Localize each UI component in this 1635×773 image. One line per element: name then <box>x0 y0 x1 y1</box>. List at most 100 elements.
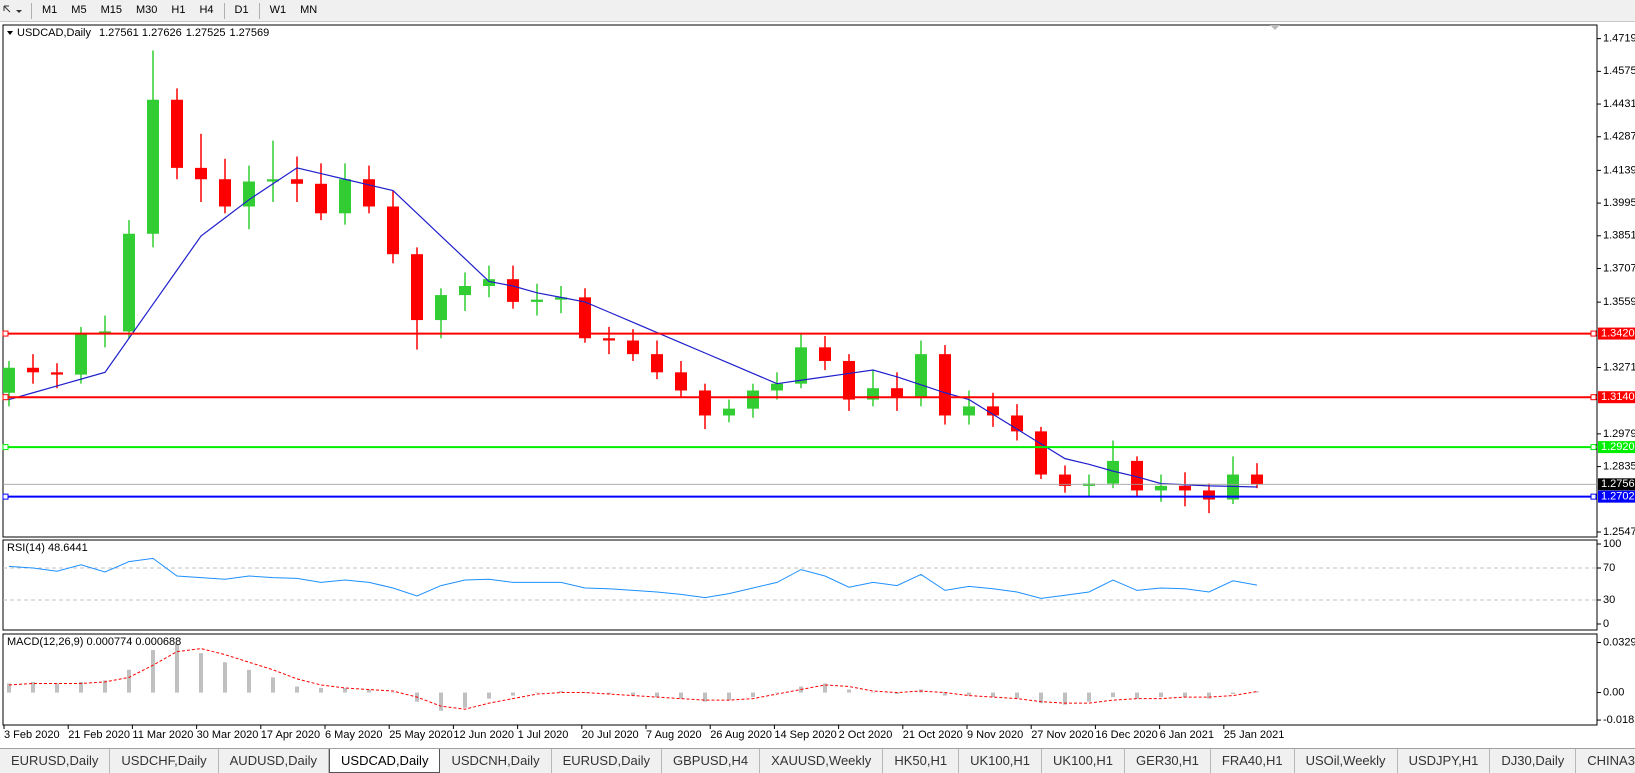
macd-bar <box>847 689 851 693</box>
macd-bar <box>823 683 827 693</box>
x-tick-label: 14 Sep 2020 <box>774 729 836 741</box>
level-label: 1.29208 <box>1601 441 1635 453</box>
macd-bar <box>871 692 875 694</box>
candle-body <box>51 372 63 375</box>
candle-body <box>483 279 495 286</box>
candle-body <box>963 406 975 416</box>
macd-bar <box>727 692 731 701</box>
level-label: 1.34206 <box>1601 327 1635 339</box>
indicator-title: RSI(14) 48.6441 <box>7 542 88 554</box>
level-handle <box>2 394 9 401</box>
macd-bar <box>1135 692 1139 699</box>
timeframe-button[interactable]: M1 <box>42 4 58 16</box>
candle-body <box>219 179 231 207</box>
toolbar: M1 M5 M15 M30 H1 H4 D1 W1 MN <box>0 0 1635 22</box>
chart-tab[interactable]: USDCAD,Daily <box>329 749 441 773</box>
candle-body <box>867 388 879 400</box>
level-handle <box>2 493 9 500</box>
macd-bar <box>439 692 443 711</box>
candle-body <box>603 338 615 341</box>
moving-average <box>8 167 1258 488</box>
y-tick-label: 1.42870 <box>1603 131 1635 143</box>
candle-body <box>75 333 87 375</box>
chart-tab[interactable]: HK50,H1 <box>883 749 960 773</box>
chart-tab[interactable]: FRA40,H1 <box>1211 749 1295 773</box>
macd-bar <box>1063 692 1067 705</box>
timeframe-button[interactable]: W1 <box>269 4 287 16</box>
macd-bar <box>127 669 131 693</box>
chart-tab[interactable]: USOil,Weekly <box>1295 749 1398 773</box>
chart-tab[interactable]: EURUSD,Daily <box>552 749 662 773</box>
macd-bar <box>703 692 707 702</box>
candle-body <box>339 179 351 214</box>
timeframe-button[interactable]: M5 <box>71 4 87 16</box>
candle-body <box>1107 460 1119 484</box>
y-tick-label: 0.00 <box>1603 686 1624 698</box>
level-label-box <box>1598 391 1635 404</box>
y-tick-label: -0.01815 <box>1603 714 1635 726</box>
macd-bar <box>991 692 995 698</box>
chart-tab[interactable]: GBPUSD,H4 <box>662 749 761 773</box>
macd-bar <box>1087 692 1091 702</box>
level-handle <box>1590 330 1597 337</box>
macd-bar <box>1183 692 1187 698</box>
chart-tab[interactable]: USDJPY,H1 <box>1398 749 1491 773</box>
y-tick-label: 1.39950 <box>1603 197 1635 209</box>
chart-tab[interactable]: USDCNH,Daily <box>440 749 552 773</box>
level-handle <box>2 330 9 337</box>
x-tick-label: 9 Nov 2020 <box>967 729 1023 741</box>
candle-body <box>1155 485 1167 491</box>
candle-body <box>411 254 423 321</box>
macd-bar <box>103 680 107 693</box>
macd-bar <box>151 650 155 693</box>
candle-body <box>1179 485 1191 491</box>
timeframe-button[interactable]: D1 <box>234 4 249 16</box>
y-tick-label: 1.25470 <box>1603 526 1635 538</box>
y-tick-label: 1.37070 <box>1603 262 1635 274</box>
macd-bar <box>247 669 251 693</box>
macd-bar <box>463 692 467 708</box>
chart-tab[interactable]: UK100,H1 <box>959 749 1043 773</box>
x-tick-label: 25 May 2020 <box>389 729 453 741</box>
current-price-box <box>1598 478 1635 491</box>
chart-tab[interactable]: UK100,H1 <box>1042 749 1126 773</box>
chart-tab[interactable]: AUDUSD,Daily <box>219 749 330 773</box>
macd-bar <box>271 677 275 693</box>
macd-bar <box>7 683 11 693</box>
x-tick-label: 11 Mar 2020 <box>132 729 193 741</box>
macd-bar <box>655 692 659 698</box>
timeframe-button[interactable]: H4 <box>199 4 214 16</box>
macd-bar <box>295 686 299 693</box>
candle-body <box>387 206 399 255</box>
candle-body <box>555 297 567 300</box>
cursor-icon[interactable] <box>0 2 28 20</box>
macd-bar <box>223 662 227 693</box>
macd-bar <box>535 692 539 694</box>
chart-tab[interactable]: XAUUSD,Weekly <box>760 749 884 773</box>
chart-tab[interactable]: CHINA300,H1 <box>1576 749 1635 773</box>
symbol-title: USDCAD,Daily <box>17 27 91 39</box>
tab-bar: EURUSD,Daily USDCHF,Daily AUDUSD,Daily USDC… <box>0 748 1635 773</box>
candle-body <box>699 390 711 416</box>
header-value: 1.27569 <box>229 27 269 39</box>
chart-tab[interactable]: GER30,H1 <box>1125 749 1211 773</box>
candle-body <box>3 367 15 393</box>
chart-tab[interactable]: USDCHF,Daily <box>110 749 219 773</box>
indicator-title: MACD(12,26,9) 0.000774 0.000688 <box>7 636 181 648</box>
x-tick-label: 21 Oct 2020 <box>903 729 963 741</box>
candle-body <box>147 99 159 234</box>
timeframe-button[interactable]: M30 <box>135 4 158 16</box>
candle-body <box>195 167 207 180</box>
chart-tab[interactable]: EURUSD,Daily <box>0 749 111 773</box>
macd-bar <box>79 681 83 693</box>
timeframe-button[interactable]: M15 <box>100 4 122 16</box>
macd-bar <box>631 692 635 696</box>
header-value: 1.27525 <box>186 27 226 39</box>
timeframe-button[interactable]: H1 <box>171 4 186 16</box>
level-label: 1.31405 <box>1601 391 1635 403</box>
y-tick-label: 1.28350 <box>1603 460 1635 472</box>
chart-tab[interactable]: DJ30,Daily <box>1490 749 1577 773</box>
candle-body <box>747 390 759 409</box>
timeframe-button[interactable]: MN <box>300 4 318 16</box>
